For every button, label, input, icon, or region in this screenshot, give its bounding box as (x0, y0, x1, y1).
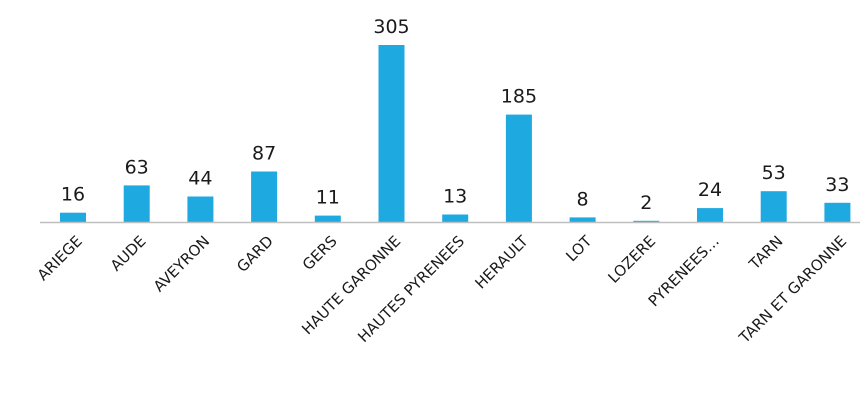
bars-layer (60, 45, 851, 222)
category-label: GERS (299, 232, 341, 274)
category-label: HAUTES PYRENEES (354, 232, 468, 346)
data-label: 8 (577, 188, 589, 210)
category-label: TARN (745, 232, 787, 274)
bar-gard (251, 171, 278, 222)
data-label: 53 (762, 162, 786, 184)
category-label: HERAULT (471, 232, 532, 293)
category-label: ARIEGE (34, 232, 86, 284)
bar-herault (505, 114, 532, 222)
data-label: 185 (501, 86, 537, 108)
bar-lozere (633, 220, 660, 222)
category-label: GARD (233, 232, 277, 276)
data-label: 44 (188, 168, 212, 190)
data-label: 16 (61, 184, 85, 206)
category-label: TARN ET GARONNE (735, 232, 850, 347)
bar-pyrenees (697, 208, 723, 222)
bar-tarn-et-garonne (824, 202, 851, 222)
bar-hautes-pyrenees (442, 214, 469, 222)
bar-haute-garonne (378, 45, 405, 222)
data-label: 24 (698, 179, 722, 201)
data-label: 33 (825, 174, 849, 196)
data-label: 63 (125, 156, 149, 178)
bar-gers (314, 215, 341, 222)
value-labels-layer: 16 63 44 87 11 305 13 185 8 2 24 53 33 (61, 16, 850, 214)
data-label: 13 (443, 186, 467, 208)
bar-aveyron (187, 196, 214, 222)
bar-tarn (760, 191, 787, 222)
category-label: AUDE (107, 232, 150, 275)
category-label: LOZERE (604, 232, 659, 287)
category-label: AVEYRON (150, 232, 213, 295)
data-label: 2 (640, 192, 652, 214)
data-label: 305 (373, 16, 409, 38)
bar-aude (123, 185, 150, 222)
category-label: LOT (562, 232, 596, 266)
data-label: 11 (316, 187, 340, 209)
bar-ariege (60, 212, 86, 222)
bar-lot (569, 217, 596, 222)
data-label: 87 (252, 143, 276, 165)
